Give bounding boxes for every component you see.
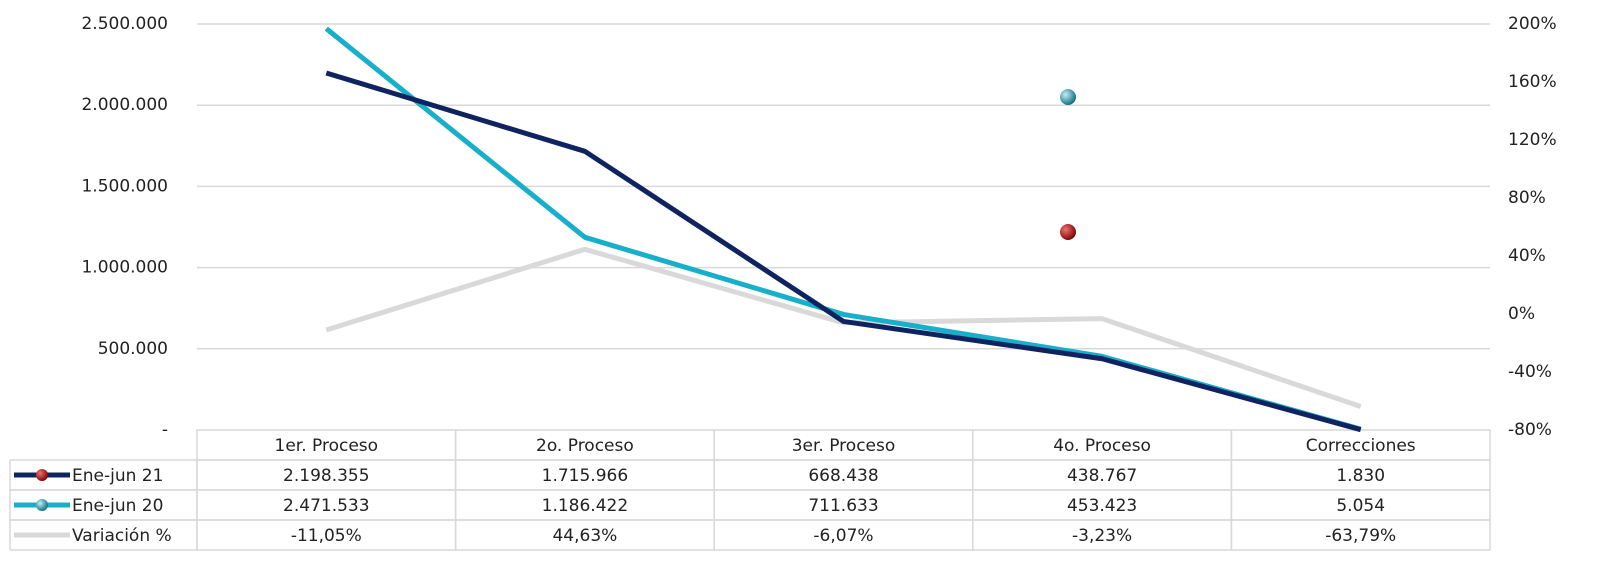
table-value: 711.633 [808,496,878,516]
table-value: -63,79% [1325,526,1396,546]
series-line [324,26,1362,432]
category-label: 4o. Proceso [1053,436,1151,456]
table-value: -11,05% [291,526,362,546]
legend-marker [36,469,48,481]
table-value: 1.715.966 [542,466,629,486]
table-value: 1.830 [1336,466,1385,486]
table-value: 44,63% [552,526,617,546]
table-cell [1230,519,1491,551]
y2-tick-label: -40% [1508,362,1552,382]
legend-label: Variación % [72,526,172,546]
y2-tick-label: 120% [1508,130,1557,150]
table-value: -6,07% [813,526,873,546]
y2-tick-label: 200% [1508,14,1557,34]
y2-tick-label: 80% [1508,188,1546,208]
category-label: 1er. Proceso [275,436,379,456]
category-label: 2o. Proceso [536,436,634,456]
y-tick-label: 2.500.000 [81,14,168,34]
y-tick-label: - [162,420,168,440]
y2-tick-label: 40% [1508,246,1546,266]
legend-label: Ene-jun 20 [72,496,163,516]
legend-marker [36,499,48,511]
y-tick-label: 500.000 [98,339,168,359]
y-tick-label: 1.000.000 [81,258,168,278]
table-value: -3,23% [1072,526,1132,546]
table-value: 453.423 [1067,496,1137,516]
y-tick-label: 1.500.000 [81,176,168,196]
table-value: 668.438 [808,466,878,486]
stray-marker [1060,89,1076,105]
table-value: 2.198.355 [283,466,370,486]
stray-marker [1060,224,1076,240]
table-value: 438.767 [1067,466,1137,486]
legend-label: Ene-jun 21 [72,466,163,486]
y2-tick-label: 0% [1508,304,1535,324]
y-tick-label: 2.000.000 [81,95,168,115]
category-label: Correcciones [1306,436,1416,456]
table-value: 5.054 [1336,496,1385,516]
table-value: 2.471.533 [283,496,370,516]
table-value: 1.186.422 [542,496,629,516]
series-line [325,70,1362,433]
y2-tick-label: -80% [1508,420,1552,440]
category-label: 3er. Proceso [792,436,896,456]
y2-tick-label: 160% [1508,72,1557,92]
